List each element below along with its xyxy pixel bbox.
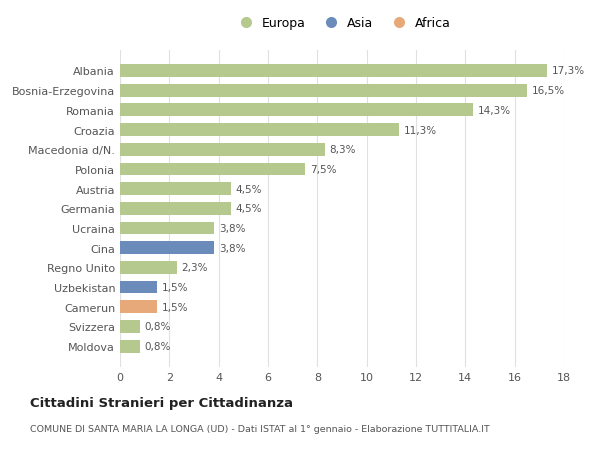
Text: 8,3%: 8,3% — [329, 145, 356, 155]
Bar — [120, 320, 140, 333]
Legend: Europa, Asia, Africa: Europa, Asia, Africa — [229, 12, 455, 35]
Bar — [120, 281, 157, 294]
Bar — [120, 340, 140, 353]
Text: 1,5%: 1,5% — [162, 302, 188, 312]
Text: 4,5%: 4,5% — [236, 184, 262, 194]
Text: 2,3%: 2,3% — [182, 263, 208, 273]
Text: COMUNE DI SANTA MARIA LA LONGA (UD) - Dati ISTAT al 1° gennaio - Elaborazione TU: COMUNE DI SANTA MARIA LA LONGA (UD) - Da… — [30, 425, 490, 433]
Text: 0,8%: 0,8% — [145, 341, 171, 352]
Text: 4,5%: 4,5% — [236, 204, 262, 214]
Bar — [120, 144, 325, 156]
Bar — [120, 242, 214, 255]
Text: 14,3%: 14,3% — [478, 106, 511, 116]
Text: 7,5%: 7,5% — [310, 164, 337, 174]
Text: 17,3%: 17,3% — [551, 66, 585, 76]
Bar — [120, 301, 157, 313]
Text: 0,8%: 0,8% — [145, 322, 171, 332]
Bar — [120, 104, 473, 117]
Text: 11,3%: 11,3% — [404, 125, 437, 135]
Bar — [120, 202, 231, 215]
Text: 16,5%: 16,5% — [532, 86, 565, 96]
Text: Cittadini Stranieri per Cittadinanza: Cittadini Stranieri per Cittadinanza — [30, 396, 293, 409]
Bar — [120, 222, 214, 235]
Bar — [120, 183, 231, 196]
Bar — [120, 65, 547, 78]
Bar — [120, 262, 177, 274]
Bar — [120, 84, 527, 97]
Text: 3,8%: 3,8% — [218, 243, 245, 253]
Bar — [120, 124, 399, 137]
Bar — [120, 163, 305, 176]
Text: 3,8%: 3,8% — [218, 224, 245, 234]
Text: 1,5%: 1,5% — [162, 282, 188, 292]
